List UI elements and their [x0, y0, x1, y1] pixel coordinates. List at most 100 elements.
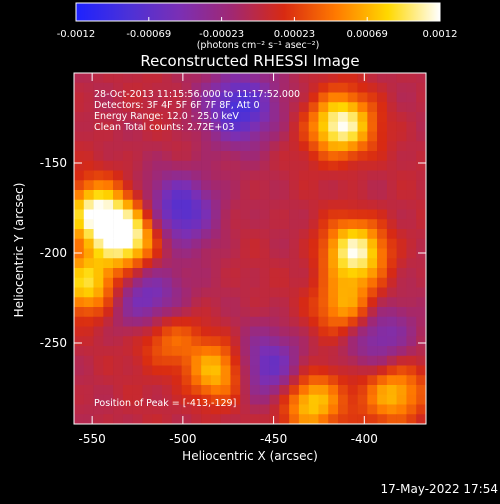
heatmap-cell [103, 190, 114, 201]
heatmap-cell [250, 219, 261, 230]
heatmap-cell [328, 404, 339, 415]
heatmap-cell [152, 404, 163, 415]
heatmap-cell [250, 180, 261, 191]
heatmap-cell [152, 112, 163, 123]
heatmap-cell [240, 268, 251, 279]
heatmap-cell [259, 355, 270, 366]
heatmap-cell [328, 190, 339, 201]
heatmap-cell [416, 160, 427, 171]
heatmap-cell [406, 394, 417, 405]
heatmap-cell [328, 385, 339, 396]
heatmap-cell [74, 160, 85, 171]
heatmap-cell [269, 141, 280, 152]
heatmap-cell [269, 121, 280, 132]
heatmap-cell [298, 92, 309, 103]
heatmap-cell [152, 73, 163, 84]
heatmap-cell [191, 326, 202, 337]
heatmap-cell [201, 112, 212, 123]
heatmap-cell [162, 365, 173, 376]
heatmap-cell [259, 365, 270, 376]
heatmap-cell [83, 394, 94, 405]
heatmap-cell [406, 414, 417, 425]
heatmap-cell [318, 92, 329, 103]
heatmap-cell [210, 102, 221, 113]
heatmap-cell [181, 385, 192, 396]
heatmap-cell [210, 112, 221, 123]
heatmap-cell [357, 219, 368, 230]
heatmap-cell [132, 316, 143, 327]
heatmap-cell [367, 73, 378, 84]
heatmap-cell [318, 219, 329, 230]
heatmap-cell [406, 102, 417, 113]
heatmap-cell [220, 248, 231, 259]
heatmap-cell [269, 258, 280, 269]
heatmap-cell [298, 336, 309, 347]
heatmap-cell [357, 365, 368, 376]
heatmap-cell [230, 277, 241, 288]
colorbar-tick-label: -0.00023 [199, 29, 244, 40]
heatmap-cell [103, 170, 114, 181]
heatmap-cell [162, 297, 173, 308]
heatmap-cell [113, 336, 124, 347]
heatmap-cell [210, 404, 221, 415]
heatmap-cell [74, 307, 85, 318]
heatmap-cell [416, 404, 427, 415]
heatmap-cell [279, 277, 290, 288]
colorbar [75, 2, 441, 22]
heatmap-cell [298, 394, 309, 405]
heatmap-cell [250, 268, 261, 279]
heatmap-cell [162, 404, 173, 415]
heatmap-cell [289, 121, 300, 132]
heatmap-cell [181, 102, 192, 113]
heatmap-cell [210, 414, 221, 425]
heatmap-cell [191, 92, 202, 103]
heatmap-cell [113, 287, 124, 298]
heatmap-cell [328, 180, 339, 191]
heatmap-cell [132, 151, 143, 162]
heatmap-cell [83, 297, 94, 308]
heatmap-cell [113, 151, 124, 162]
heatmap-cell [318, 287, 329, 298]
heatmap-cell [220, 385, 231, 396]
heatmap-cell [367, 131, 378, 142]
heatmap-cell [230, 131, 241, 142]
heatmap-cell [416, 307, 427, 318]
heatmap-cell [83, 375, 94, 386]
heatmap-cell [279, 346, 290, 357]
heatmap-cell [210, 258, 221, 269]
heatmap-cell [181, 151, 192, 162]
heatmap-cell [74, 141, 85, 152]
heatmap-cell [74, 385, 85, 396]
heatmap-cell [113, 404, 124, 415]
heatmap-cell [328, 394, 339, 405]
heatmap-cell [74, 102, 85, 113]
heatmap-cell [367, 414, 378, 425]
heatmap-cell [289, 112, 300, 123]
heatmap-cell [240, 365, 251, 376]
heatmap-cell [113, 73, 124, 84]
heatmap-cell [103, 346, 114, 357]
heatmap-cell [171, 219, 182, 230]
heatmap-cell [201, 326, 212, 337]
heatmap-cell [338, 355, 349, 366]
heatmap-cell [328, 73, 339, 84]
heatmap-cell [416, 180, 427, 191]
heatmap-cell [132, 82, 143, 93]
heatmap-cell [162, 102, 173, 113]
heatmap-cell [396, 229, 407, 240]
heatmap-cell [318, 404, 329, 415]
heatmap-cell [142, 170, 153, 181]
heatmap-cell [298, 180, 309, 191]
heatmap-cell [416, 199, 427, 210]
heatmap-cell [93, 326, 104, 337]
heatmap-cell [83, 287, 94, 298]
heatmap-cell [113, 219, 124, 230]
heatmap-cell [103, 375, 114, 386]
heatmap-cell [377, 160, 388, 171]
heatmap-cell [201, 73, 212, 84]
heatmap-cell [122, 92, 133, 103]
heatmap-cell [328, 151, 339, 162]
heatmap-cell [83, 73, 94, 84]
heatmap-cell [279, 414, 290, 425]
heatmap-cell [367, 92, 378, 103]
